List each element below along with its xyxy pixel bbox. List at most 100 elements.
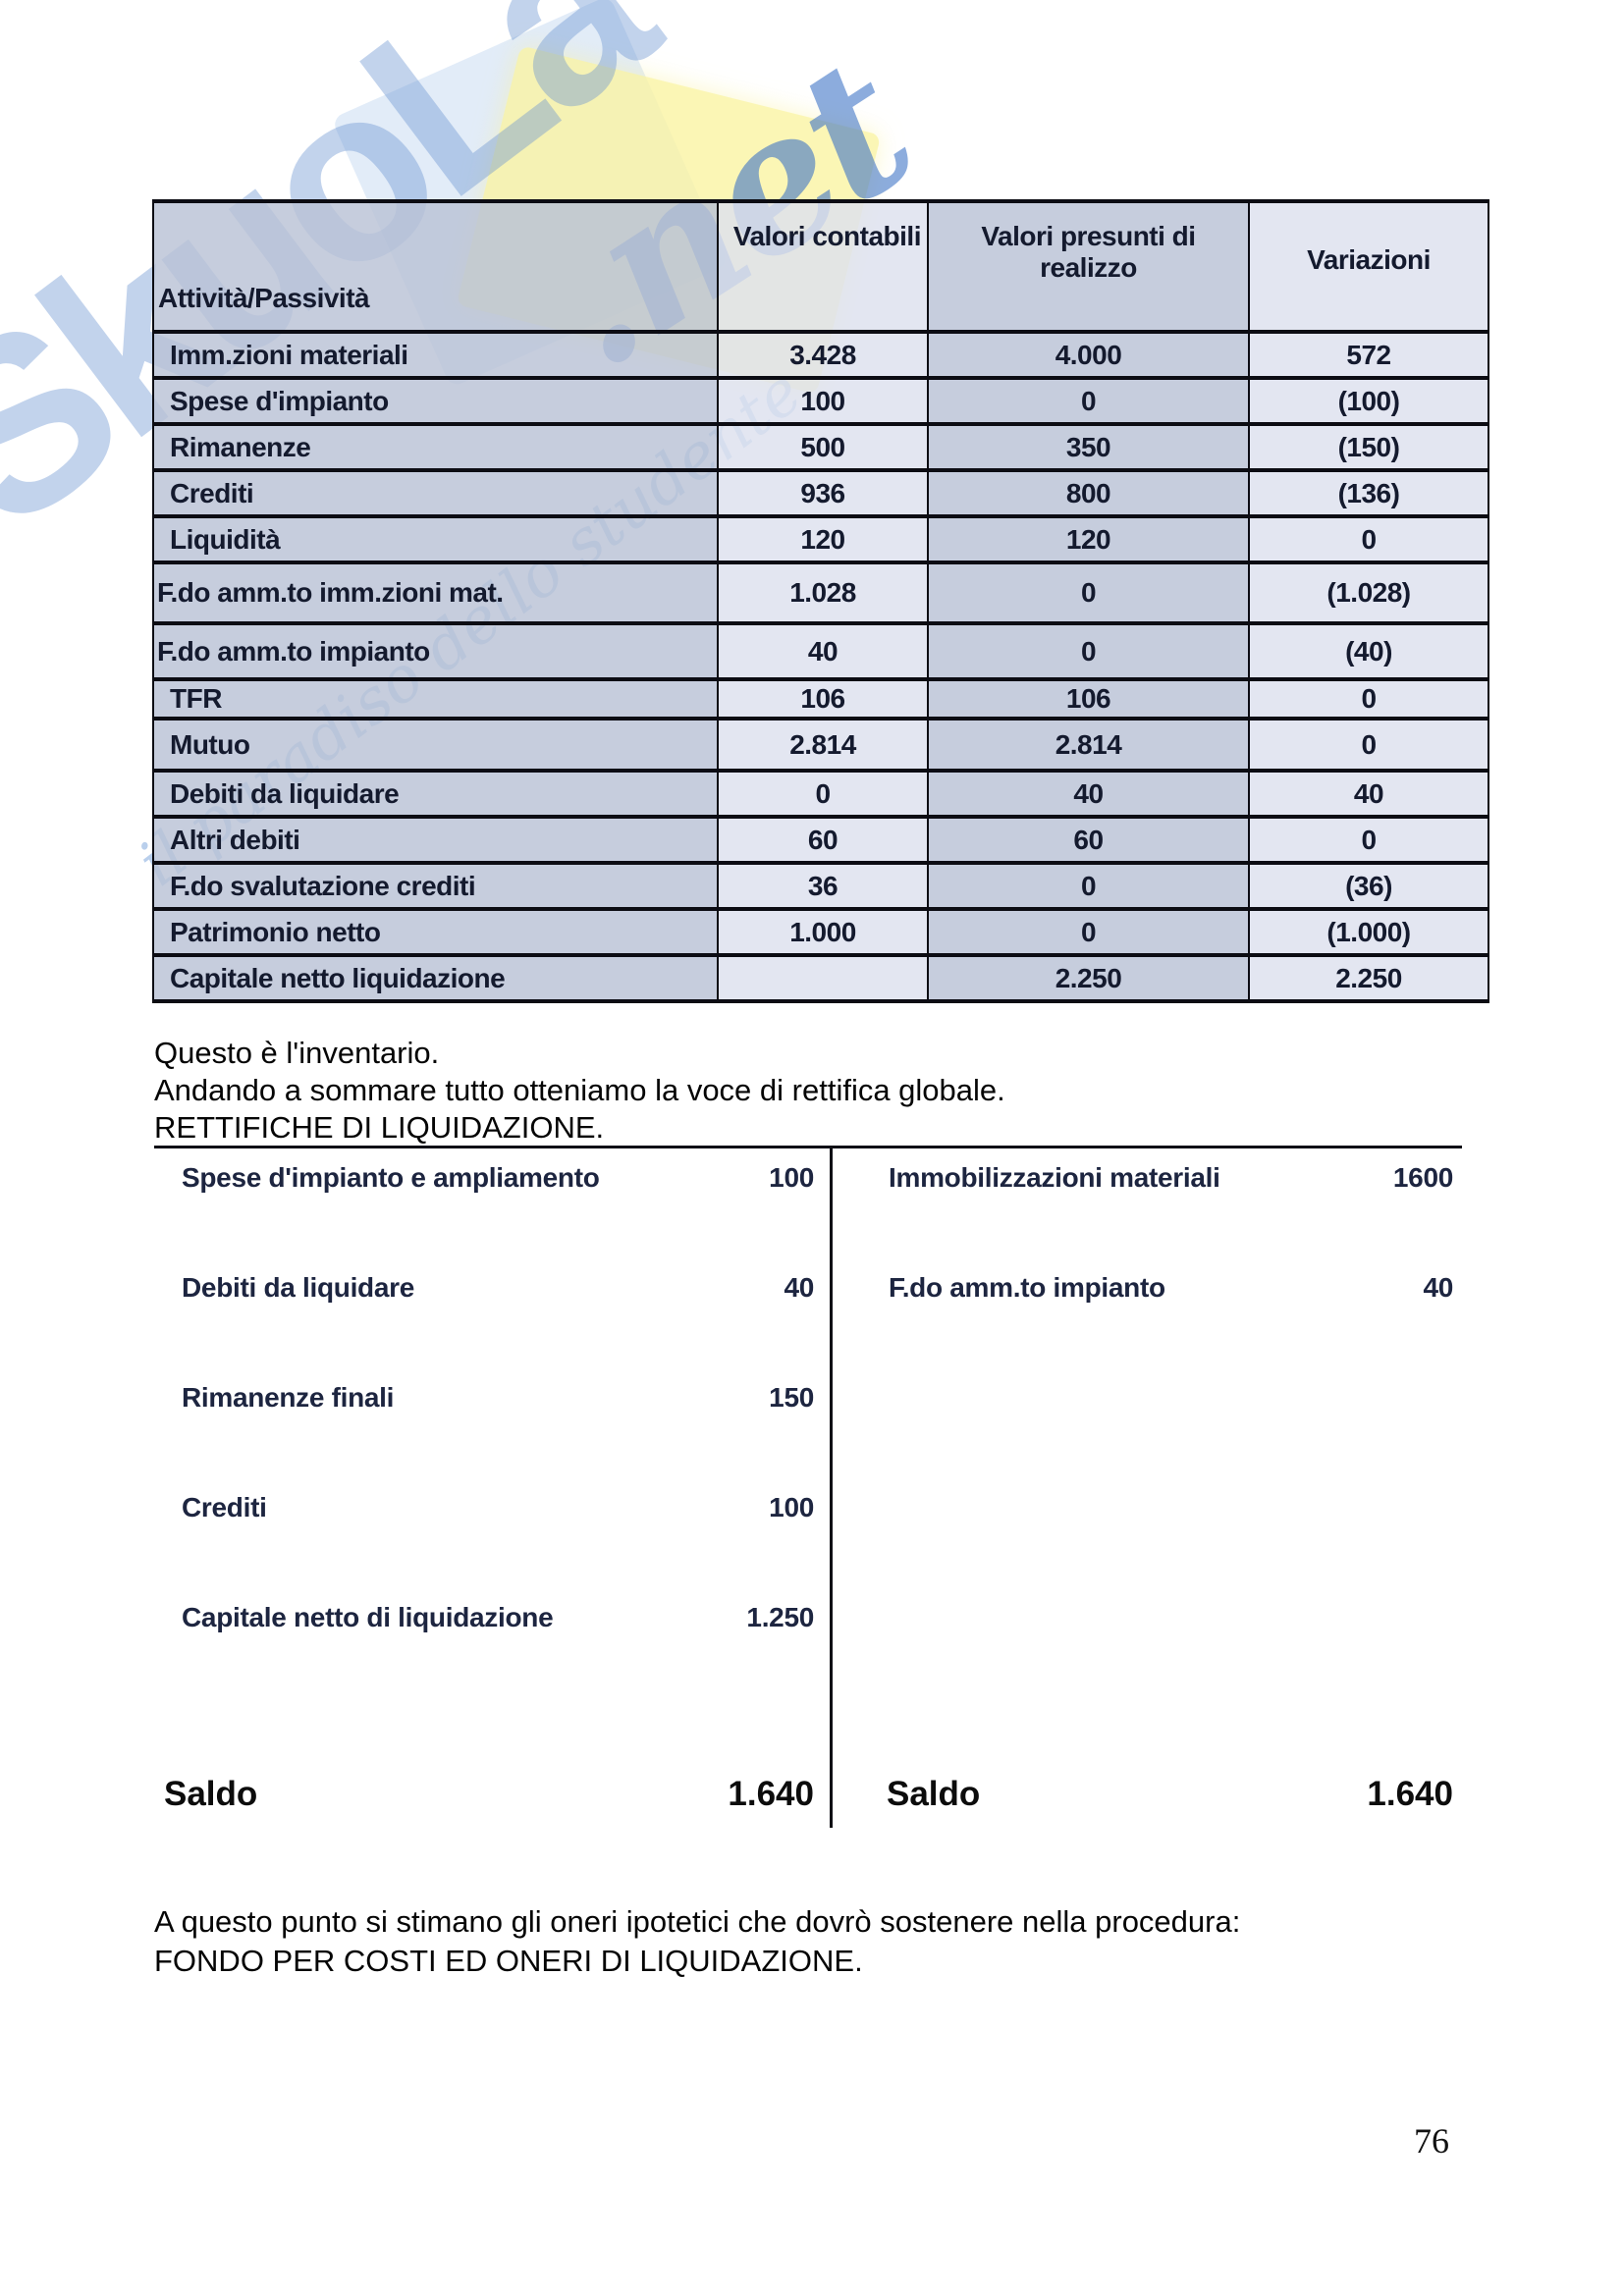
row-label: Mutuo: [152, 717, 719, 773]
cell-presunti: 0: [927, 376, 1250, 426]
rettifiche-ledger: Spese d'impianto e ampliamento 100 Immob…: [154, 1146, 1462, 1836]
cell-contabili: 60: [717, 815, 929, 865]
cell-contabili: 36: [717, 861, 929, 911]
cell-contabili: [717, 953, 929, 1003]
cell-variazioni: (100): [1248, 376, 1489, 426]
table-row: Patrimonio netto 1.000 0 (1.000): [152, 907, 1489, 957]
cell-contabili: 40: [717, 621, 929, 681]
header-attivita-passivita: Attività/Passività: [152, 199, 719, 334]
cell-variazioni: 572: [1248, 330, 1489, 380]
ledger-entry-value: 1.250: [746, 1602, 814, 1632]
row-label: Liquidità: [152, 514, 719, 564]
ledger-entry-value: 150: [769, 1382, 814, 1413]
ledger-row: Spese d'impianto e ampliamento 100 Immob…: [154, 1162, 1462, 1203]
cell-presunti: 106: [927, 677, 1250, 721]
cell-variazioni: 0: [1248, 815, 1489, 865]
row-label: Imm.zioni materiali: [152, 330, 719, 380]
cell-variazioni: (1.000): [1248, 907, 1489, 957]
cell-variazioni: 0: [1248, 717, 1489, 773]
header-valori-presunti: Valori presunti di realizzo: [927, 199, 1250, 334]
inventory-comment-paragraph: Questo è l'inventario. Andando a sommare…: [154, 1035, 1005, 1147]
row-label: Debiti da liquidare: [152, 769, 719, 819]
cell-variazioni: 0: [1248, 677, 1489, 721]
table-header-row: Attività/Passività Valori contabili Valo…: [152, 199, 1489, 334]
table-row: Crediti 936 800 (136): [152, 468, 1489, 518]
table-row: Debiti da liquidare 0 40 40: [152, 769, 1489, 819]
row-label: Altri debiti: [152, 815, 719, 865]
cell-contabili: 100: [717, 376, 929, 426]
saldo-value: 1.640: [728, 1775, 814, 1813]
ledger-row: Crediti 100: [154, 1492, 1462, 1533]
ledger-entry-value: 100: [769, 1162, 814, 1193]
row-label: Patrimonio netto: [152, 907, 719, 957]
table-row: Capitale netto liquidazione 2.250 2.250: [152, 953, 1489, 1003]
page-number: 76: [1414, 2121, 1449, 2161]
cell-presunti: 0: [927, 561, 1250, 625]
paragraph-line: A questo punto si stimano gli oneri ipot…: [154, 1904, 1241, 1939]
ledger-entry-label: Capitale netto di liquidazione: [182, 1602, 554, 1632]
row-label: Spese d'impianto: [152, 376, 719, 426]
table-row: F.do amm.to impianto 40 0 (40): [152, 621, 1489, 681]
cell-variazioni: 40: [1248, 769, 1489, 819]
cell-presunti: 800: [927, 468, 1250, 518]
row-label: Capitale netto liquidazione: [152, 953, 719, 1003]
cell-variazioni: 2.250: [1248, 953, 1489, 1003]
cell-presunti: 60: [927, 815, 1250, 865]
fondo-comment-paragraph: A questo punto si stimano gli oneri ipot…: [154, 1902, 1240, 1981]
cell-contabili: 936: [717, 468, 929, 518]
paragraph-line: FONDO PER COSTI ED ONERI DI LIQUIDAZIONE…: [154, 1944, 863, 1978]
ledger-entry-label: Debiti da liquidare: [182, 1272, 415, 1303]
cell-presunti: 350: [927, 422, 1250, 472]
cell-contabili: 2.814: [717, 717, 929, 773]
ledger-entry-label: Immobilizzazioni materiali: [889, 1162, 1220, 1193]
cell-contabili: 0: [717, 769, 929, 819]
table-row: TFR 106 106 0: [152, 677, 1489, 721]
ledger-row: Debiti da liquidare 40 F.do amm.to impia…: [154, 1272, 1462, 1313]
table-row: Liquidità 120 120 0: [152, 514, 1489, 564]
ledger-entry-value: 100: [769, 1492, 814, 1522]
ledger-entry-label: Rimanenze finali: [182, 1382, 395, 1413]
table-row: F.do svalutazione crediti 36 0 (36): [152, 861, 1489, 911]
table-row: Altri debiti 60 60 0: [152, 815, 1489, 865]
cell-presunti: 40: [927, 769, 1250, 819]
cell-contabili: 1.028: [717, 561, 929, 625]
row-label: TFR: [152, 677, 719, 721]
cell-contabili: 120: [717, 514, 929, 564]
ledger-entry-value: 1600: [1392, 1162, 1453, 1193]
row-label: F.do amm.to imm.zioni mat.: [152, 561, 719, 625]
paragraph-line: Questo è l'inventario.: [154, 1036, 440, 1070]
table-row: Spese d'impianto 100 0 (100): [152, 376, 1489, 426]
ledger-entry-label: Crediti: [182, 1492, 267, 1522]
cell-presunti: 0: [927, 907, 1250, 957]
ledger-row: Capitale netto di liquidazione 1.250: [154, 1602, 1462, 1643]
cell-contabili: 3.428: [717, 330, 929, 380]
inventory-table: Attività/Passività Valori contabili Valo…: [152, 199, 1489, 1003]
table-row: Mutuo 2.814 2.814 0: [152, 717, 1489, 773]
row-label: F.do svalutazione crediti: [152, 861, 719, 911]
saldo-label: Saldo: [887, 1775, 981, 1813]
cell-presunti: 120: [927, 514, 1250, 564]
saldo-value: 1.640: [1367, 1775, 1453, 1813]
cell-presunti: 4.000: [927, 330, 1250, 380]
ledger-saldo-row: Saldo 1.640 Saldo 1.640: [154, 1775, 1462, 1816]
paragraph-line: RETTIFICHE DI LIQUIDAZIONE.: [154, 1110, 605, 1145]
cell-variazioni: 0: [1248, 514, 1489, 564]
row-label: Crediti: [152, 468, 719, 518]
saldo-label: Saldo: [164, 1775, 258, 1813]
row-label: Rimanenze: [152, 422, 719, 472]
ledger-entry-label: F.do amm.to impianto: [889, 1272, 1165, 1303]
cell-variazioni: (136): [1248, 468, 1489, 518]
ledger-divider-line: [830, 1148, 833, 1828]
cell-variazioni: (1.028): [1248, 561, 1489, 625]
header-variazioni: Variazioni: [1248, 199, 1489, 334]
cell-contabili: 500: [717, 422, 929, 472]
cell-presunti: 0: [927, 861, 1250, 911]
row-label: F.do amm.to impianto: [152, 621, 719, 681]
cell-variazioni: (150): [1248, 422, 1489, 472]
cell-contabili: 106: [717, 677, 929, 721]
table-row: Imm.zioni materiali 3.428 4.000 572: [152, 330, 1489, 380]
cell-variazioni: (40): [1248, 621, 1489, 681]
paragraph-line: Andando a sommare tutto otteniamo la voc…: [154, 1073, 1005, 1107]
cell-presunti: 2.250: [927, 953, 1250, 1003]
